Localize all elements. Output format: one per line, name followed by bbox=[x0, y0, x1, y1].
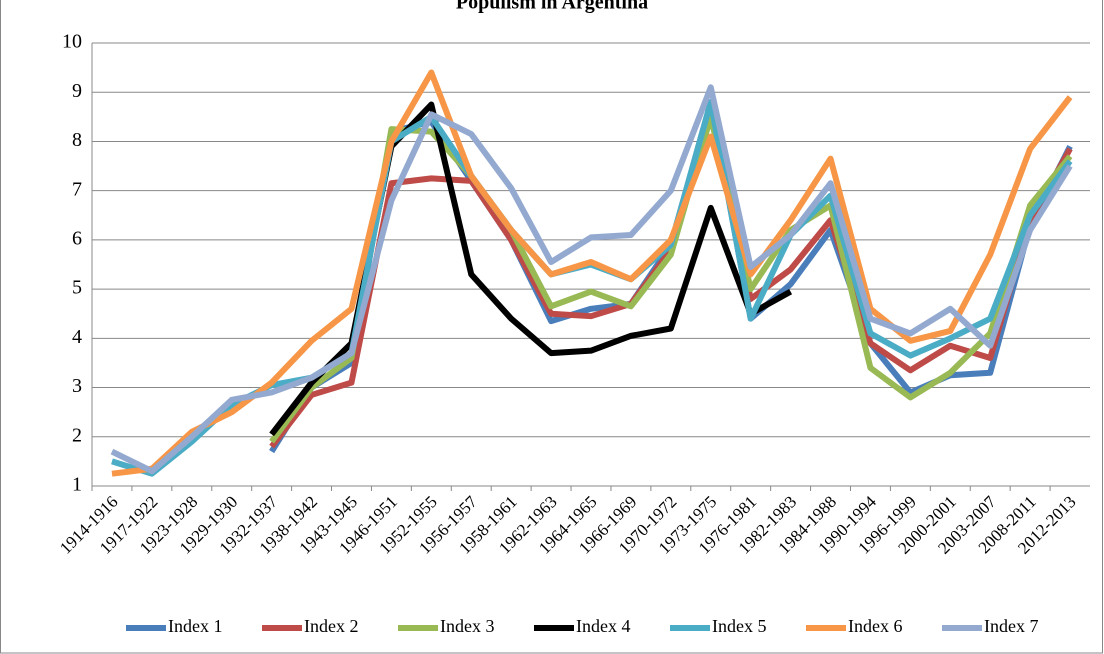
y-tick-label: 4 bbox=[72, 326, 82, 348]
series-line bbox=[111, 69, 1073, 477]
y-tick-label: 7 bbox=[72, 178, 82, 200]
legend-label: Index 4 bbox=[576, 616, 630, 636]
legend-label: Index 3 bbox=[440, 616, 494, 636]
y-tick-label: 3 bbox=[72, 375, 82, 397]
legend-label: Index 2 bbox=[304, 616, 358, 636]
y-tick-label: 9 bbox=[72, 80, 82, 102]
y-tick-label: 1 bbox=[72, 474, 82, 496]
legend-label: Index 6 bbox=[848, 616, 902, 636]
y-tick-label: 8 bbox=[72, 129, 82, 151]
chart-title: Populism in Argentina bbox=[456, 0, 648, 14]
legend-label: Index 7 bbox=[984, 616, 1038, 636]
y-tick-label: 6 bbox=[72, 227, 82, 249]
legend-label: Index 1 bbox=[168, 616, 222, 636]
y-tick-label: 5 bbox=[72, 277, 82, 299]
y-tick-label: 10 bbox=[62, 31, 82, 53]
y-tick-label: 2 bbox=[72, 424, 82, 446]
legend-label: Index 5 bbox=[712, 616, 766, 636]
series-line bbox=[110, 84, 1073, 475]
